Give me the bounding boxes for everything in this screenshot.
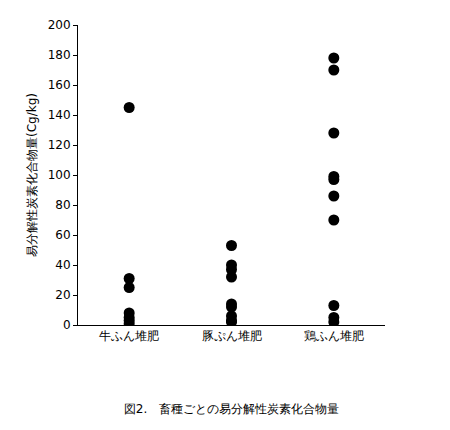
svg-text:易分解性炭素化合物量(Cg/kg): 易分解性炭素化合物量(Cg/kg) [25, 93, 39, 257]
svg-text:0: 0 [63, 318, 71, 332]
svg-text:200: 200 [48, 18, 71, 32]
svg-text:120: 120 [48, 138, 71, 152]
svg-text:160: 160 [48, 78, 71, 92]
svg-text:鶏ふん堆肥: 鶏ふん堆肥 [304, 329, 364, 343]
svg-text:牛ふん堆肥: 牛ふん堆肥 [99, 329, 159, 343]
svg-text:豚ぷん堆肥: 豚ぷん堆肥 [202, 329, 262, 343]
svg-text:80: 80 [55, 198, 70, 212]
svg-text:140: 140 [48, 108, 71, 122]
svg-text:図2. 畜種ごとの易分解性炭素化合物量: 図2. 畜種ごとの易分解性炭素化合物量 [124, 402, 339, 416]
svg-text:60: 60 [55, 228, 70, 242]
svg-text:20: 20 [55, 288, 70, 302]
svg-text:100: 100 [48, 168, 71, 182]
svg-text:180: 180 [48, 48, 71, 62]
svg-text:40: 40 [55, 258, 70, 272]
